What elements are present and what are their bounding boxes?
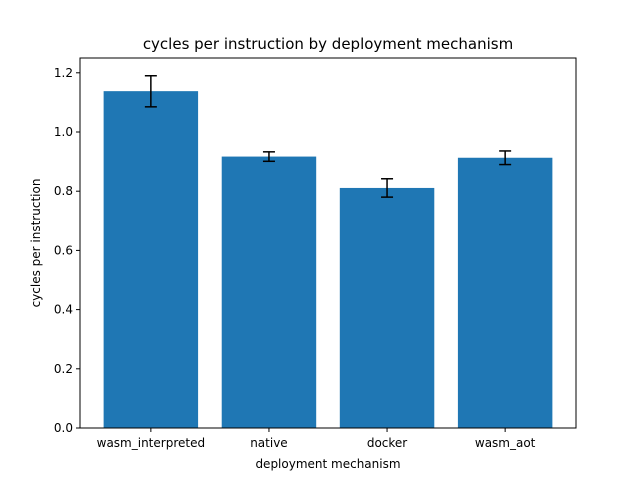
error-bars-group (144, 75, 512, 198)
bar-docker (339, 187, 435, 428)
x-axis-label: deployment mechanism (255, 457, 400, 471)
y-tick-label-1.0: 1.0 (54, 125, 73, 139)
y-tick-label-1.2: 1.2 (54, 66, 73, 80)
y-axis-label: cycles per instruction (29, 179, 43, 308)
bars-group (103, 91, 553, 428)
bar-wasm_aot (457, 157, 553, 428)
y-tick-label-0.0: 0.0 (54, 421, 73, 435)
y-axis: 0.0 0.2 0.4 0.6 0.8 1.0 1.2 (54, 66, 80, 435)
y-tick-label-0.4: 0.4 (54, 303, 73, 317)
y-tick-label-0.8: 0.8 (54, 184, 73, 198)
x-tick-label-wasm_aot: wasm_aot (475, 436, 536, 450)
x-tick-label-native: native (250, 436, 287, 450)
x-axis: wasm_interpreted native docker wasm_aot (97, 428, 536, 450)
y-tick-label-0.2: 0.2 (54, 362, 73, 376)
bar-wasm_interpreted (103, 91, 199, 428)
plot-frame (79, 57, 577, 429)
x-tick-label-wasm_interpreted: wasm_interpreted (97, 436, 205, 450)
bar-native (221, 156, 317, 428)
y-tick-label-0.6: 0.6 (54, 243, 73, 257)
chart-title: cycles per instruction by deployment mec… (143, 35, 513, 53)
x-tick-label-docker: docker (367, 436, 407, 450)
